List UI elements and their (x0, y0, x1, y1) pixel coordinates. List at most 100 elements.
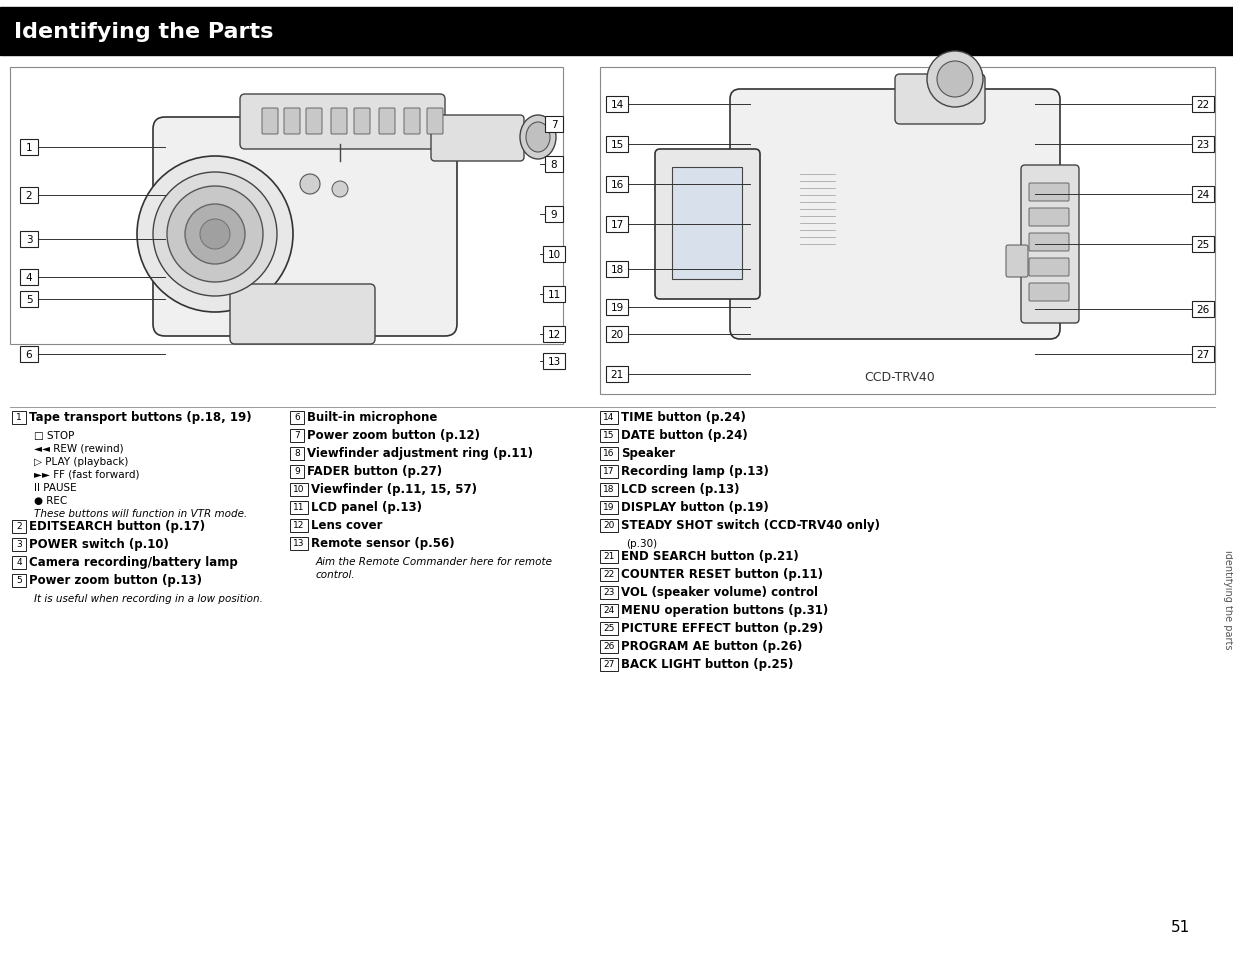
Text: LCD screen (p.13): LCD screen (p.13) (621, 483, 740, 496)
Text: 8: 8 (295, 449, 300, 458)
Text: 10: 10 (547, 250, 561, 260)
Text: COUNTER RESET button (p.11): COUNTER RESET button (p.11) (621, 568, 822, 581)
Text: VOL (speaker volume) control: VOL (speaker volume) control (621, 586, 817, 598)
Text: TIME button (p.24): TIME button (p.24) (621, 411, 746, 424)
Text: 7: 7 (295, 431, 300, 440)
Text: 4: 4 (16, 558, 22, 567)
Bar (543, 287, 565, 303)
Bar (545, 157, 563, 172)
Text: 2: 2 (16, 522, 22, 531)
Text: 27: 27 (1196, 350, 1210, 359)
FancyBboxPatch shape (354, 109, 370, 135)
Text: BACK LIGHT button (p.25): BACK LIGHT button (p.25) (621, 658, 793, 671)
Text: 1: 1 (16, 413, 22, 422)
Bar (600, 429, 618, 442)
Text: 16: 16 (603, 449, 615, 458)
Text: 26: 26 (603, 641, 615, 651)
Text: 18: 18 (610, 265, 624, 274)
Text: PROGRAM AE button (p.26): PROGRAM AE button (p.26) (621, 639, 803, 653)
Text: 14: 14 (610, 100, 624, 110)
Text: 26: 26 (1196, 305, 1210, 314)
Text: 15: 15 (610, 140, 624, 150)
Text: 22: 22 (1196, 100, 1210, 110)
Bar (545, 207, 563, 223)
Text: 51: 51 (1170, 920, 1190, 935)
Bar (600, 519, 618, 532)
Text: 4: 4 (26, 273, 32, 283)
Text: 9: 9 (295, 467, 300, 476)
Bar (605, 367, 628, 382)
Text: Recording lamp (p.13): Recording lamp (p.13) (621, 465, 769, 478)
Text: 3: 3 (26, 234, 32, 245)
Text: 21: 21 (610, 370, 624, 379)
Bar (20, 232, 38, 248)
Text: identifying the parts: identifying the parts (1223, 550, 1233, 649)
Bar (1192, 137, 1215, 152)
Text: 23: 23 (1196, 140, 1210, 150)
Circle shape (185, 205, 245, 265)
Bar (20, 140, 38, 156)
FancyBboxPatch shape (427, 109, 443, 135)
Bar (545, 117, 563, 132)
FancyBboxPatch shape (231, 285, 375, 345)
Text: Aim the Remote Commander here for remote: Aim the Remote Commander here for remote (316, 557, 552, 566)
Circle shape (200, 220, 231, 250)
Text: STEADY SHOT switch (CCD-TRV40 only): STEADY SHOT switch (CCD-TRV40 only) (621, 519, 880, 532)
Bar (600, 447, 618, 460)
Ellipse shape (526, 123, 550, 152)
Circle shape (300, 174, 321, 194)
Text: 8: 8 (551, 160, 557, 170)
Bar (20, 270, 38, 286)
Text: DISPLAY button (p.19): DISPLAY button (p.19) (621, 501, 768, 514)
Bar (12, 537, 26, 551)
Text: 7: 7 (551, 120, 557, 130)
Text: Remote sensor (p.56): Remote sensor (p.56) (311, 537, 455, 550)
Text: Identifying the Parts: Identifying the Parts (14, 22, 274, 42)
Bar (290, 483, 308, 496)
Text: MENU operation buttons (p.31): MENU operation buttons (p.31) (621, 604, 829, 617)
Text: 13: 13 (293, 539, 305, 548)
Text: 11: 11 (547, 290, 561, 299)
Text: Speaker: Speaker (621, 447, 676, 460)
FancyBboxPatch shape (306, 109, 322, 135)
Text: ◄◄ REW (rewind): ◄◄ REW (rewind) (35, 443, 123, 454)
Bar (605, 216, 628, 233)
Text: ● REC: ● REC (35, 496, 68, 505)
Text: □ STOP: □ STOP (35, 431, 74, 440)
Text: Camera recording/battery lamp: Camera recording/battery lamp (30, 556, 238, 569)
Bar (600, 465, 618, 478)
Text: It is useful when recording in a low position.: It is useful when recording in a low pos… (35, 594, 263, 603)
Text: ▷ PLAY (playback): ▷ PLAY (playback) (35, 456, 128, 467)
Text: Power zoom button (p.12): Power zoom button (p.12) (307, 429, 480, 442)
Bar (1192, 97, 1215, 112)
Text: END SEARCH button (p.21): END SEARCH button (p.21) (621, 550, 799, 563)
Text: Power zoom button (p.13): Power zoom button (p.13) (30, 574, 202, 587)
Bar (1192, 187, 1215, 203)
Text: Viewfinder adjustment ring (p.11): Viewfinder adjustment ring (p.11) (307, 447, 533, 460)
Bar (20, 347, 38, 363)
Bar (600, 568, 618, 581)
FancyBboxPatch shape (1006, 246, 1028, 277)
FancyBboxPatch shape (730, 90, 1060, 339)
Text: These buttons will function in VTR mode.: These buttons will function in VTR mode. (35, 509, 248, 518)
Text: 12: 12 (547, 330, 561, 339)
Text: 10: 10 (293, 485, 305, 494)
Bar (605, 299, 628, 315)
Text: 19: 19 (610, 303, 624, 313)
Text: 9: 9 (551, 210, 557, 220)
Text: ►► FF (fast forward): ►► FF (fast forward) (35, 470, 139, 479)
Text: FADER button (p.27): FADER button (p.27) (307, 465, 443, 478)
Text: 17: 17 (603, 467, 615, 476)
FancyBboxPatch shape (1030, 233, 1069, 252)
Circle shape (937, 62, 973, 98)
Text: 5: 5 (26, 294, 32, 305)
Text: Viewfinder (p.11, 15, 57): Viewfinder (p.11, 15, 57) (311, 483, 477, 496)
Bar (290, 537, 308, 550)
Bar (672, 168, 742, 280)
Bar (600, 622, 618, 635)
Bar (12, 556, 26, 569)
Bar (12, 520, 26, 533)
Bar (600, 586, 618, 598)
Text: 15: 15 (603, 431, 615, 440)
Text: 6: 6 (295, 413, 300, 422)
